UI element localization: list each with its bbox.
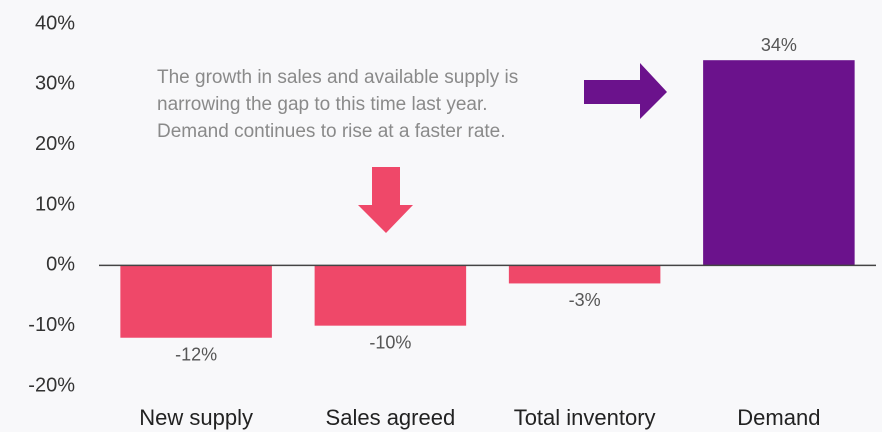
arrow-right (584, 63, 667, 119)
bar (120, 265, 272, 338)
y-tick-label: -10% (28, 314, 75, 336)
x-tick-label: Sales agreed (326, 405, 456, 430)
bar (703, 60, 855, 266)
x-tick-label: Demand (737, 405, 820, 430)
y-tick-label: 40% (35, 12, 75, 34)
arrow-down (358, 167, 413, 233)
y-tick-label: 20% (35, 133, 75, 155)
value-label: -12% (175, 344, 217, 364)
x-tick-label: New supply (139, 405, 253, 430)
annotation: Demand continues to rise at a faster rat… (157, 121, 506, 142)
annotation: The growth in sales and available supply… (157, 67, 518, 88)
y-tick-label: 0% (46, 254, 75, 276)
value-label: 34% (761, 35, 797, 55)
y-tick-label: -20% (28, 374, 75, 396)
y-tick-label: 10% (35, 193, 75, 215)
x-tick-label: Total inventory (514, 405, 656, 430)
y-tick-label: 30% (35, 73, 75, 95)
value-label: -10% (369, 332, 411, 352)
value-label: -3% (569, 290, 601, 310)
annotation: narrowing the gap to this time last year… (157, 94, 488, 115)
bar (314, 265, 467, 326)
bar (508, 265, 661, 284)
